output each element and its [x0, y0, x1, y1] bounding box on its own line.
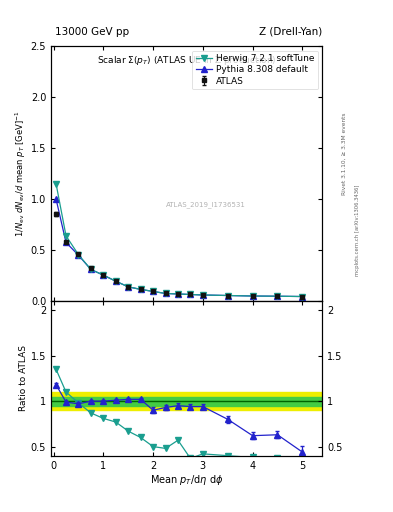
Pythia 8.308 default — [225, 292, 230, 298]
Y-axis label: $1/N_\mathrm{ev}\ dN_\mathrm{ev}/d\ \mathrm{mean}\ p_T\ [\mathrm{GeV}]^{-1}$: $1/N_\mathrm{ev}\ dN_\mathrm{ev}/d\ \mat… — [13, 110, 28, 237]
Pythia 8.308 default — [200, 292, 205, 298]
Text: Rivet 3.1.10, ≥ 3.3M events: Rivet 3.1.10, ≥ 3.3M events — [342, 112, 346, 195]
Line: Herwig 7.2.1 softTune: Herwig 7.2.1 softTune — [53, 181, 305, 300]
Text: ATLAS_2019_I1736531: ATLAS_2019_I1736531 — [166, 201, 246, 207]
Herwig 7.2.1 softTune — [163, 290, 168, 296]
Line: Pythia 8.308 default: Pythia 8.308 default — [53, 196, 305, 300]
Pythia 8.308 default — [54, 196, 59, 202]
Legend: Herwig 7.2.1 softTune, Pythia 8.308 default, ATLAS: Herwig 7.2.1 softTune, Pythia 8.308 defa… — [192, 51, 318, 89]
Y-axis label: Ratio to ATLAS: Ratio to ATLAS — [19, 346, 28, 412]
Pythia 8.308 default — [88, 266, 93, 272]
Herwig 7.2.1 softTune — [64, 233, 68, 239]
Text: mcplots.cern.ch [arXiv:1306.3436]: mcplots.cern.ch [arXiv:1306.3436] — [355, 185, 360, 276]
Herwig 7.2.1 softTune — [176, 291, 180, 297]
Pythia 8.308 default — [275, 293, 280, 300]
Herwig 7.2.1 softTune — [54, 181, 59, 187]
Pythia 8.308 default — [176, 291, 180, 297]
Pythia 8.308 default — [64, 240, 68, 246]
Pythia 8.308 default — [101, 272, 106, 278]
Pythia 8.308 default — [250, 293, 255, 299]
Herwig 7.2.1 softTune — [225, 292, 230, 298]
Pythia 8.308 default — [114, 278, 118, 284]
Herwig 7.2.1 softTune — [88, 266, 93, 272]
Herwig 7.2.1 softTune — [138, 286, 143, 292]
Text: Z (Drell-Yan): Z (Drell-Yan) — [259, 27, 322, 37]
Herwig 7.2.1 softTune — [114, 278, 118, 284]
Pythia 8.308 default — [138, 286, 143, 292]
Herwig 7.2.1 softTune — [188, 291, 193, 297]
Pythia 8.308 default — [76, 252, 81, 258]
Pythia 8.308 default — [151, 288, 156, 294]
Pythia 8.308 default — [300, 293, 305, 300]
Herwig 7.2.1 softTune — [151, 288, 156, 294]
Herwig 7.2.1 softTune — [200, 292, 205, 298]
Pythia 8.308 default — [188, 291, 193, 297]
Herwig 7.2.1 softTune — [275, 293, 280, 300]
Herwig 7.2.1 softTune — [250, 293, 255, 299]
X-axis label: Mean $p_T/\mathrm{d}\eta\ \mathrm{d}\phi$: Mean $p_T/\mathrm{d}\eta\ \mathrm{d}\phi… — [150, 473, 223, 487]
Herwig 7.2.1 softTune — [76, 251, 81, 258]
Text: 13000 GeV pp: 13000 GeV pp — [55, 27, 129, 37]
Text: Scalar $\Sigma(p_T)$ (ATLAS UE in Z production): Scalar $\Sigma(p_T)$ (ATLAS UE in Z prod… — [97, 54, 276, 67]
Herwig 7.2.1 softTune — [126, 284, 130, 290]
Herwig 7.2.1 softTune — [101, 272, 106, 278]
Herwig 7.2.1 softTune — [300, 293, 305, 300]
Pythia 8.308 default — [126, 284, 130, 290]
Pythia 8.308 default — [163, 290, 168, 296]
